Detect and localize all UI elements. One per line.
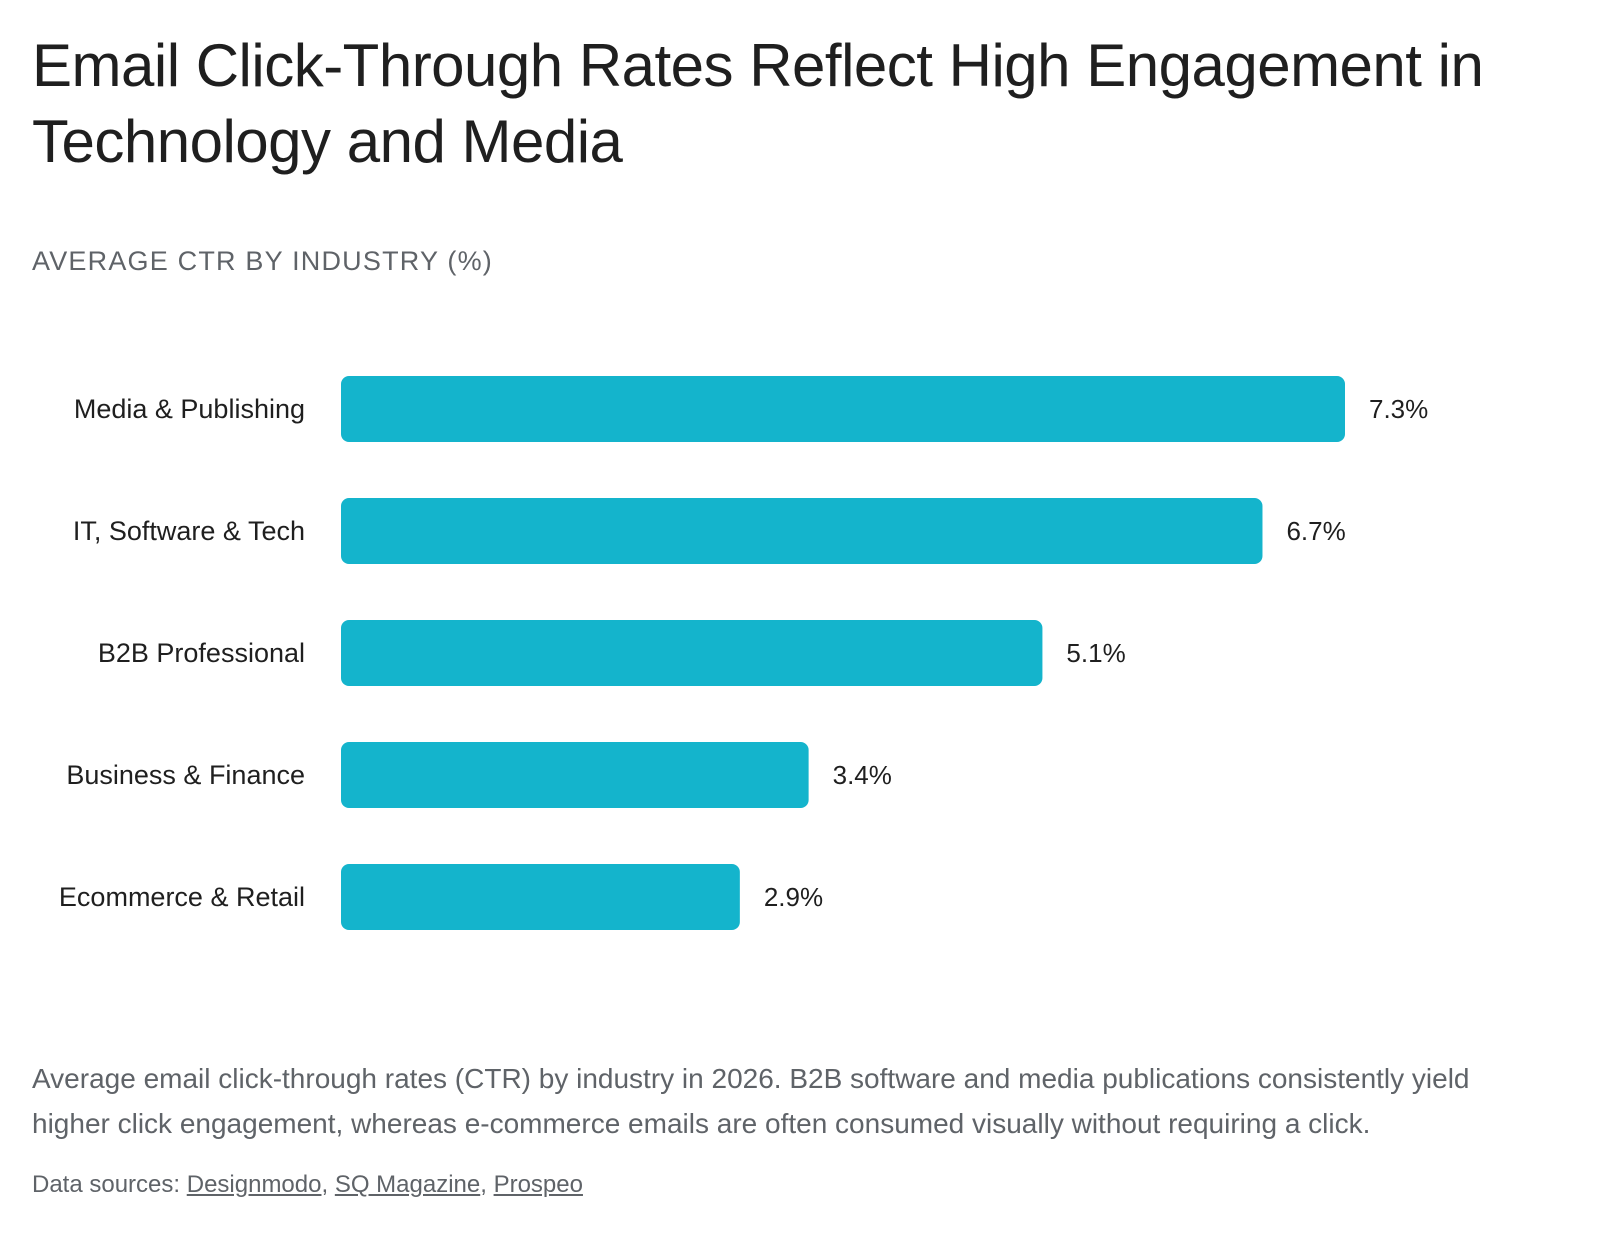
data-label: 7.3% <box>1369 394 1428 424</box>
source-link-sq-magazine[interactable]: SQ Magazine <box>334 1171 481 1198</box>
category-label: Business & Finance <box>66 760 305 790</box>
data-sources: Data sources: Designmodo, SQ Magazine, P… <box>32 1171 583 1198</box>
category-label: B2B Professional <box>98 638 305 668</box>
source-link-designmodo[interactable]: Designmodo <box>186 1171 322 1198</box>
bar <box>341 864 740 930</box>
data-label: 2.9% <box>764 882 823 912</box>
chart-subtitle: AVERAGE CTR BY INDUSTRY (%) <box>32 246 493 276</box>
bar-chart: Media & Publishing 7.3% IT, Software & Tec… <box>59 376 1428 930</box>
data-sources-prefix: Data sources: <box>32 1171 187 1198</box>
data-label: 6.7% <box>1286 516 1345 546</box>
bar <box>341 498 1263 564</box>
category-label: IT, Software & Tech <box>73 516 305 546</box>
bar <box>341 742 809 808</box>
chart-caption: Average email click-through rates (CTR) … <box>32 1063 1470 1139</box>
bar <box>341 620 1043 686</box>
source-link-prospeo[interactable]: Prospeo <box>493 1171 583 1198</box>
bar <box>341 376 1345 442</box>
data-label: 3.4% <box>833 760 892 790</box>
data-label: 5.1% <box>1066 638 1125 668</box>
category-label: Media & Publishing <box>74 394 305 424</box>
chart-title: Email Click-Through Rates Reflect High E… <box>32 32 1484 175</box>
category-label: Ecommerce & Retail <box>59 882 305 912</box>
